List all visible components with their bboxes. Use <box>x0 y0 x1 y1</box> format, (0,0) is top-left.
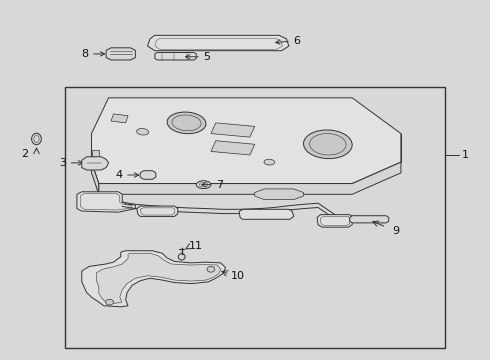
Polygon shape <box>92 162 99 194</box>
Ellipse shape <box>264 159 275 165</box>
Polygon shape <box>317 215 352 227</box>
Text: 1: 1 <box>462 150 469 160</box>
Polygon shape <box>106 48 135 60</box>
Text: 3: 3 <box>59 158 83 168</box>
Polygon shape <box>82 251 225 307</box>
Polygon shape <box>77 192 135 212</box>
Polygon shape <box>155 53 196 60</box>
Ellipse shape <box>178 253 185 260</box>
Text: 4: 4 <box>115 170 139 180</box>
Polygon shape <box>97 253 220 303</box>
Text: 11: 11 <box>189 241 203 251</box>
Ellipse shape <box>137 129 149 135</box>
Ellipse shape <box>303 130 352 159</box>
Text: 5: 5 <box>186 52 211 62</box>
Bar <box>65 87 445 348</box>
Polygon shape <box>239 209 294 219</box>
Polygon shape <box>140 171 156 179</box>
Ellipse shape <box>106 299 114 305</box>
Ellipse shape <box>31 133 41 145</box>
Ellipse shape <box>167 112 206 134</box>
Ellipse shape <box>207 266 215 272</box>
Polygon shape <box>92 98 401 184</box>
Polygon shape <box>211 123 255 137</box>
Text: 9: 9 <box>392 226 400 236</box>
Text: 7: 7 <box>201 180 223 190</box>
Polygon shape <box>99 162 401 194</box>
Polygon shape <box>111 114 128 123</box>
Polygon shape <box>211 141 255 155</box>
Text: 6: 6 <box>276 36 301 46</box>
Polygon shape <box>147 35 289 51</box>
Text: 8: 8 <box>81 49 105 59</box>
Polygon shape <box>255 189 303 200</box>
Ellipse shape <box>196 181 211 189</box>
Polygon shape <box>82 157 109 170</box>
Text: 2: 2 <box>21 149 28 159</box>
Polygon shape <box>350 216 389 223</box>
Polygon shape <box>92 150 99 157</box>
Polygon shape <box>137 206 178 216</box>
Text: 10: 10 <box>230 271 245 282</box>
